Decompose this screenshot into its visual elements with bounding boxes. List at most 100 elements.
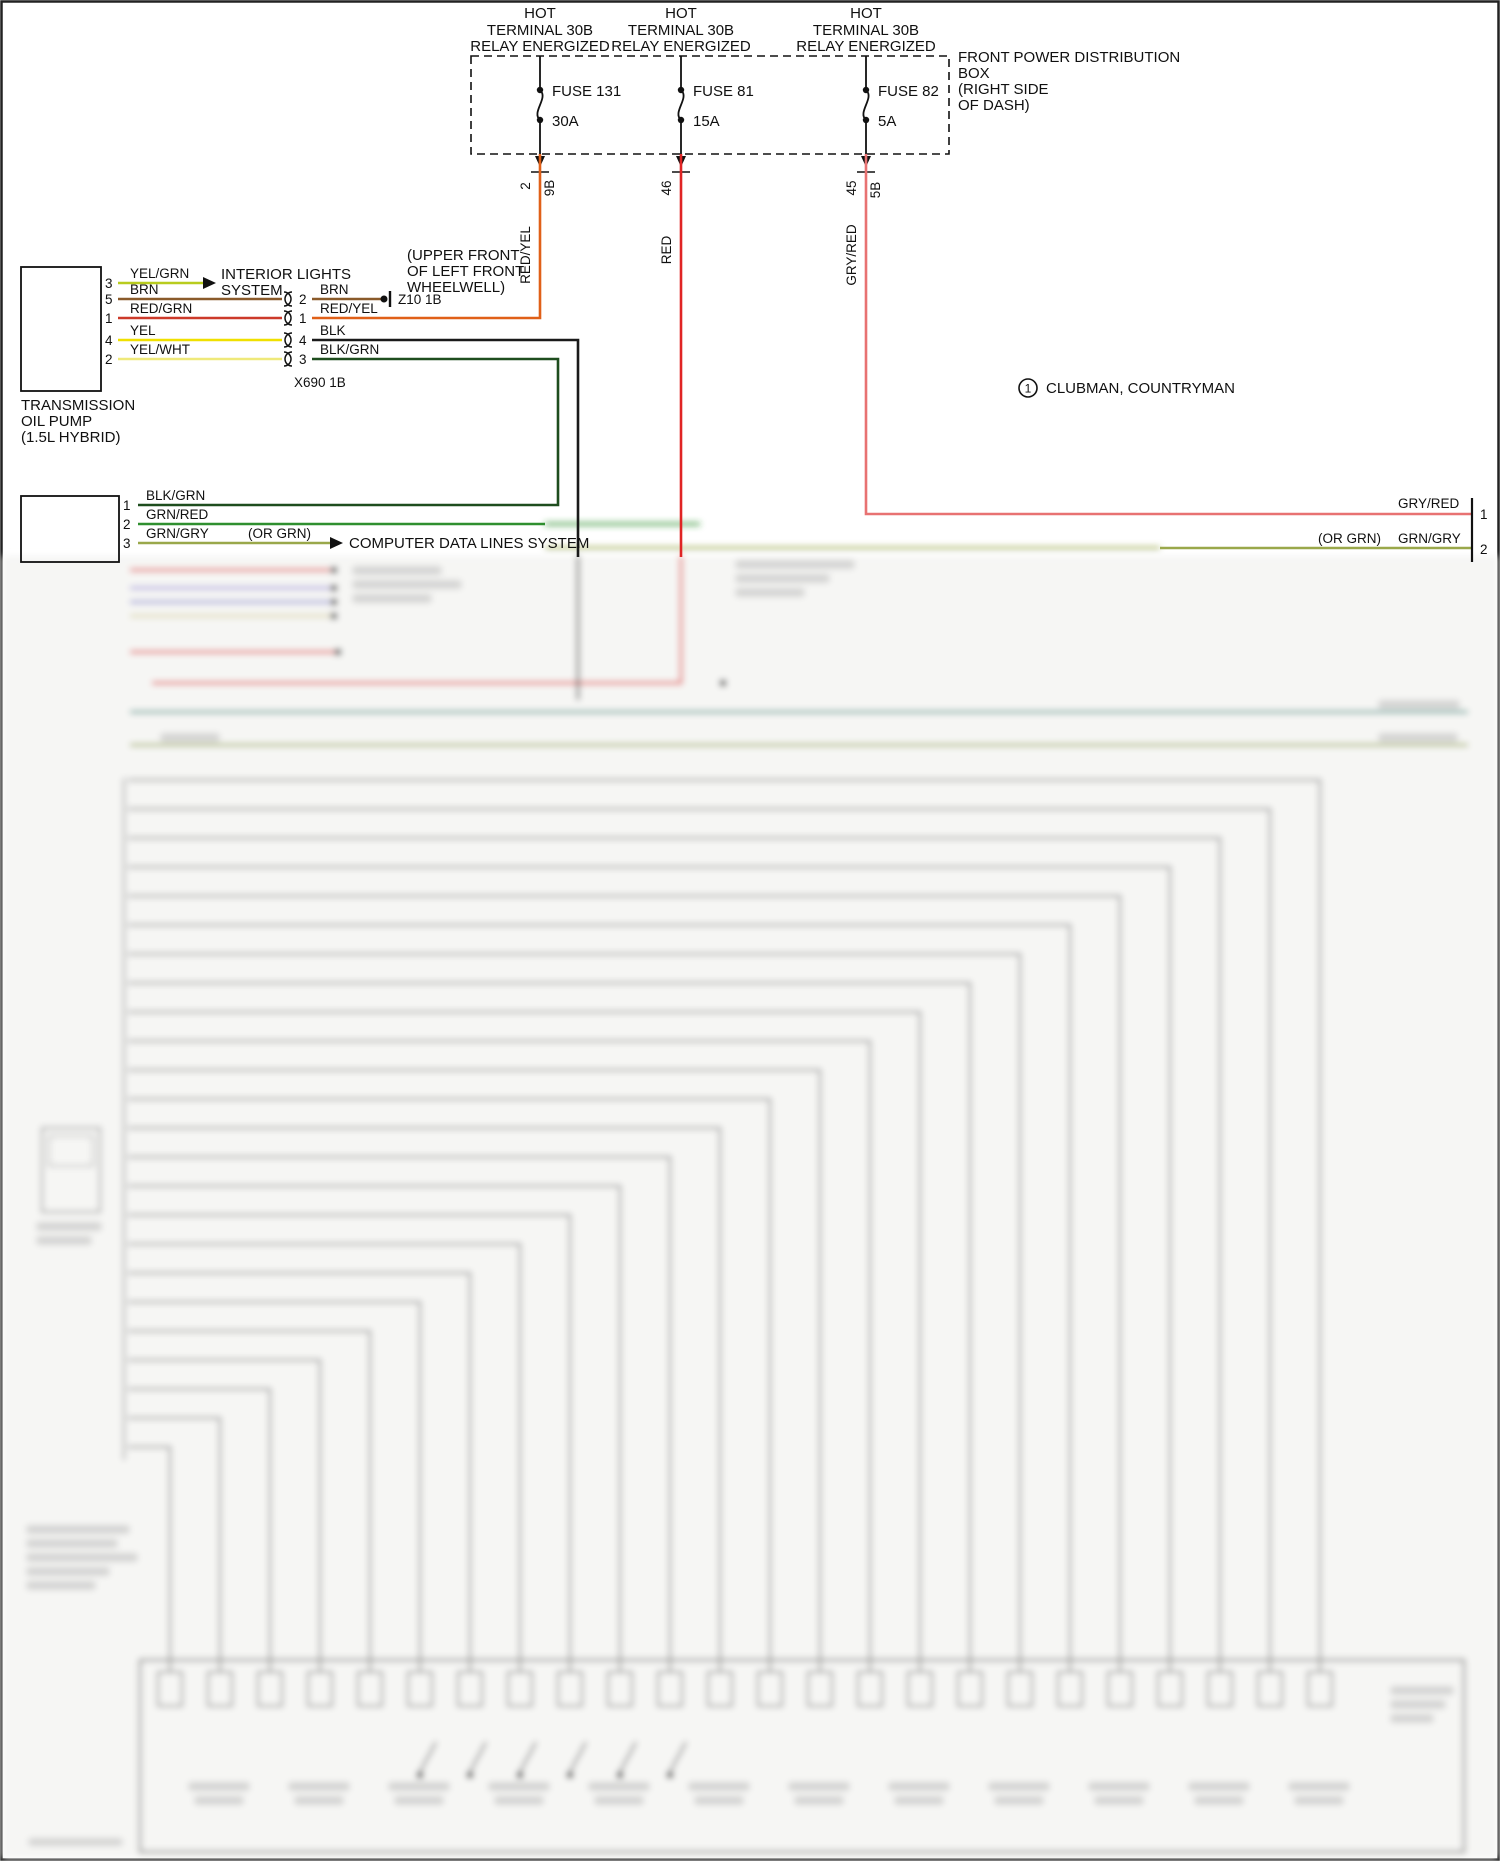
- blurred-shape: [352, 566, 442, 575]
- terminal-label: TERMINAL 30B: [628, 22, 734, 39]
- blurred-shape: [569, 1741, 587, 1773]
- blurred-shape: [128, 1300, 422, 1672]
- blurred-shape: [735, 560, 855, 569]
- blurred-shape: [307, 1671, 333, 1707]
- data-lines-connector: 1 BLK/GRN 2 GRN/RED 3 GRN/GRY (OR GRN) C…: [20, 488, 589, 563]
- terminal-label: TERMINAL 30B: [487, 22, 593, 39]
- blurred-shape: [616, 1771, 624, 1779]
- blurred-shape: [607, 1671, 633, 1707]
- blurred-shape: [128, 1242, 522, 1672]
- fuse-element-icon: [862, 89, 870, 121]
- wire-alt-color-label: (OR GRN): [248, 526, 311, 541]
- wire-color-label: YEL/GRN: [130, 266, 189, 281]
- blurred-shape: [507, 1671, 533, 1707]
- blurred-shape: [26, 1567, 110, 1576]
- connector-id-label: X690 1B: [294, 375, 346, 390]
- hot-label: HOT: [524, 5, 556, 22]
- fuse-81-circuit: HOT TERMINAL 30B RELAY ENERGIZED FUSE 81…: [611, 5, 754, 264]
- blurred-shape: [1007, 1671, 1033, 1707]
- pin-number: 3: [123, 536, 131, 551]
- wire-alt-color-label: (OR GRN): [1318, 531, 1381, 546]
- blurred-shape: [1390, 1714, 1434, 1723]
- footnote-number: 1: [1025, 382, 1032, 396]
- blurred-shape: [128, 894, 1122, 1672]
- x690-inline-connector: X690 1B 2 BRN Z10 1B 1 RED/YEL 4 BLK 3 B…: [138, 247, 580, 557]
- fuse-82-circuit: HOT TERMINAL 30B RELAY ENERGIZED FUSE 82…: [796, 5, 939, 286]
- blurred-shape: [394, 1796, 444, 1805]
- blurred-shape: [894, 1796, 944, 1805]
- blurred-shape: [1294, 1796, 1344, 1805]
- power-box-label: (RIGHT SIDE: [958, 81, 1049, 98]
- pin-number: 2: [518, 182, 533, 190]
- fuse-amps: 15A: [693, 113, 720, 130]
- relay-label: RELAY ENERGIZED: [611, 38, 751, 55]
- wire-color-label: BLK/GRN: [320, 342, 379, 357]
- system-reference: INTERIOR LIGHTS: [221, 266, 351, 283]
- blurred-shape: [207, 1671, 233, 1707]
- location-note: OF LEFT FRONT: [407, 263, 524, 280]
- pin-number: 3: [299, 352, 307, 367]
- blurred-shape: [1307, 1671, 1333, 1707]
- blurred-shape: [36, 1236, 92, 1245]
- blurred-shape: [257, 1671, 283, 1707]
- pin-number: 2: [123, 517, 131, 532]
- blurred-shape: [1288, 1782, 1350, 1791]
- blurred-shape: [1057, 1671, 1083, 1707]
- blurred-shape: [988, 1782, 1050, 1791]
- blurred-shape: [494, 1796, 544, 1805]
- blurred-shape: [330, 584, 338, 592]
- footnote: 1 CLUBMAN, COUNTRYMAN: [1018, 378, 1235, 398]
- ground-dot: [380, 295, 388, 303]
- blurred-shape: [416, 1771, 424, 1779]
- blurred-shape: [1188, 1782, 1250, 1791]
- footnote-circle-icon: [1018, 378, 1038, 398]
- inline-connector-icon: [283, 291, 293, 307]
- blurred-shape: [128, 778, 1322, 1672]
- blurred-shape: [330, 598, 338, 606]
- blurred-shape: [594, 1796, 644, 1805]
- wire-color-label: BLK: [320, 323, 346, 338]
- relay-label: RELAY ENERGIZED: [796, 38, 936, 55]
- hot-label: HOT: [850, 5, 882, 22]
- pin-number: 1: [299, 311, 307, 326]
- blurred-shape: [519, 1741, 537, 1773]
- blurred-shape: [128, 836, 1222, 1672]
- blurred-shape: [128, 1155, 672, 1672]
- blurred-shape: [419, 1741, 437, 1773]
- wire-color-label: RED/YEL: [518, 226, 533, 284]
- blurred-shape: [1207, 1671, 1233, 1707]
- blurred-shape: [128, 1039, 872, 1672]
- blurred-shape: [128, 923, 1072, 1672]
- blurred-shape: [1390, 1700, 1446, 1709]
- blurred-shape: [157, 1671, 183, 1707]
- front-power-distribution-box: FRONT POWER DISTRIBUTION BOX (RIGHT SIDE…: [470, 49, 1180, 155]
- blurred-shape: [3, 556, 1497, 1858]
- blurred-shape: [669, 1741, 687, 1773]
- blurred-shape: [957, 1671, 983, 1707]
- blurred-shape: [138, 1658, 1466, 1854]
- blk-wire: [312, 338, 580, 557]
- blurred-shape: [1157, 1671, 1183, 1707]
- blurred-shape: [128, 1358, 322, 1672]
- blurred-shape: [888, 1782, 950, 1791]
- blurred-shape: [128, 1271, 472, 1672]
- blurred-shape: [128, 1387, 272, 1672]
- blurred-shape: [457, 1671, 483, 1707]
- terminal-label: TERMINAL 30B: [813, 22, 919, 39]
- blurred-shape: [719, 679, 727, 687]
- fuse-name: FUSE 82: [878, 83, 939, 100]
- blurred-shape: [1088, 1782, 1150, 1791]
- blurred-shape: [666, 1771, 674, 1779]
- pin-number: 1: [1480, 507, 1488, 522]
- blurred-shape: [619, 1741, 637, 1773]
- blurred-shape: [188, 1782, 250, 1791]
- right-edge-connector: GRY/RED 1 (OR GRN) GRN/GRY 2: [1160, 496, 1488, 562]
- inline-connector-icon: [283, 351, 293, 367]
- arrow-right-icon: [203, 277, 216, 289]
- blurred-shape: [488, 1782, 550, 1791]
- blurred-shape: [28, 1838, 123, 1846]
- red-yel-wire: [312, 154, 542, 320]
- blurred-shape: [128, 865, 1172, 1672]
- blurred-shape: [707, 1671, 733, 1707]
